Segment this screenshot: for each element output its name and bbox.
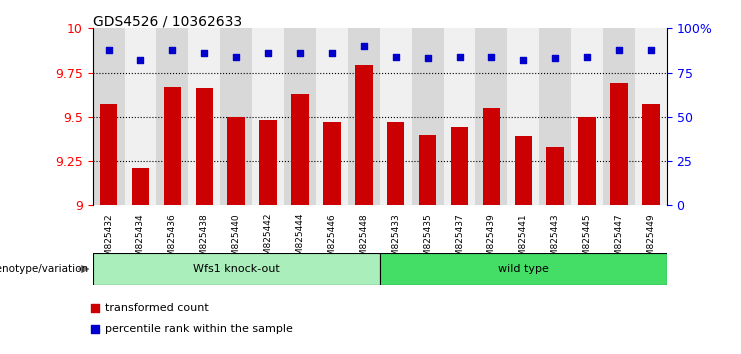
Point bbox=[103, 47, 115, 52]
Bar bbox=[444, 28, 476, 205]
Bar bbox=[259, 120, 277, 205]
Bar bbox=[348, 28, 379, 205]
Bar bbox=[284, 28, 316, 205]
Bar bbox=[482, 108, 500, 205]
Point bbox=[453, 54, 465, 59]
Bar bbox=[611, 83, 628, 205]
Text: genotype/variation: genotype/variation bbox=[0, 264, 89, 274]
Point bbox=[262, 50, 274, 56]
Point bbox=[199, 50, 210, 56]
Bar bbox=[93, 28, 124, 205]
Bar bbox=[387, 122, 405, 205]
Text: Wfs1 knock-out: Wfs1 knock-out bbox=[193, 264, 279, 274]
Point bbox=[135, 57, 147, 63]
Bar bbox=[100, 104, 117, 205]
Bar bbox=[132, 168, 149, 205]
Bar bbox=[227, 117, 245, 205]
Bar bbox=[188, 28, 220, 205]
Bar bbox=[355, 65, 373, 205]
Bar bbox=[635, 28, 667, 205]
Bar bbox=[379, 28, 412, 205]
Point bbox=[422, 56, 433, 61]
Point bbox=[485, 54, 497, 59]
Point bbox=[294, 50, 306, 56]
Point bbox=[390, 54, 402, 59]
Bar bbox=[291, 94, 309, 205]
Bar bbox=[476, 28, 508, 205]
Bar bbox=[164, 87, 181, 205]
Point bbox=[400, 26, 412, 32]
Text: percentile rank within the sample: percentile rank within the sample bbox=[105, 324, 293, 334]
Point bbox=[358, 43, 370, 49]
Point bbox=[517, 57, 529, 63]
Point bbox=[167, 47, 179, 52]
Bar bbox=[514, 136, 532, 205]
Point bbox=[581, 54, 593, 59]
Bar bbox=[379, 253, 667, 285]
Text: transformed count: transformed count bbox=[105, 303, 209, 313]
Point bbox=[230, 54, 242, 59]
Bar bbox=[124, 28, 156, 205]
Bar bbox=[316, 28, 348, 205]
Bar bbox=[196, 88, 213, 205]
Bar bbox=[252, 28, 284, 205]
Text: wild type: wild type bbox=[498, 264, 549, 274]
Bar bbox=[508, 28, 539, 205]
Point bbox=[549, 56, 561, 61]
Point bbox=[645, 47, 657, 52]
Point bbox=[400, 219, 412, 225]
Bar bbox=[603, 28, 635, 205]
Bar bbox=[323, 122, 341, 205]
Bar bbox=[546, 147, 564, 205]
Point bbox=[613, 47, 625, 52]
Bar bbox=[412, 28, 444, 205]
Bar bbox=[220, 28, 252, 205]
Bar bbox=[539, 28, 571, 205]
Bar bbox=[451, 127, 468, 205]
Point bbox=[326, 50, 338, 56]
Bar bbox=[93, 253, 379, 285]
Bar bbox=[571, 28, 603, 205]
Text: GDS4526 / 10362633: GDS4526 / 10362633 bbox=[93, 14, 242, 28]
Bar bbox=[579, 117, 596, 205]
Bar bbox=[642, 104, 659, 205]
Bar bbox=[419, 135, 436, 205]
Bar bbox=[156, 28, 188, 205]
